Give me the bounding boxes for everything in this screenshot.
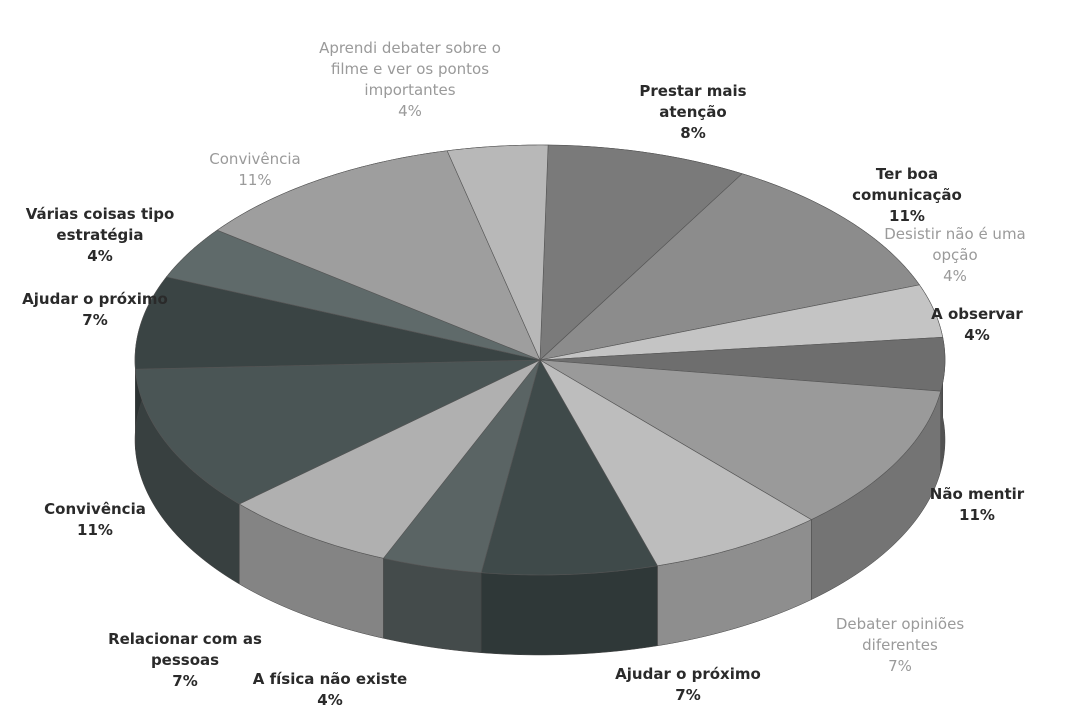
percent-label: 4% (87, 246, 113, 265)
category-name: Ter boa comunicação (852, 164, 962, 204)
category-name: Relacionar com as pessoas (108, 629, 262, 669)
percent-label: 7% (172, 671, 198, 690)
percent-label: 4% (943, 266, 967, 285)
pie-slice (216, 150, 541, 361)
category-name: Várias coisas tipo estratégia (25, 204, 175, 244)
category-name: A física não existe (252, 670, 408, 688)
percent-label: 11% (889, 206, 925, 225)
percent-label: 11% (77, 521, 113, 539)
slice-label: Desistir não é uma opção 4% (860, 224, 1050, 287)
category-name: Prestar mais atenção (639, 81, 747, 121)
slice-label: A física não existe 4% (235, 669, 425, 711)
slice-side (383, 557, 482, 653)
pie-slice (539, 359, 812, 567)
category-name: Não mentir (929, 485, 1025, 503)
pie-slice (539, 173, 920, 361)
percent-label: 4% (398, 102, 422, 120)
category-name: Ajudar o próximo (615, 665, 761, 683)
slice-label: Ajudar o próximo 7% (0, 289, 190, 331)
percent-label: 8% (680, 123, 706, 142)
category-name: Desistir não é uma opção (884, 224, 1026, 264)
pie-slice (539, 284, 944, 361)
pie-slice (135, 359, 541, 505)
slice-side (480, 565, 658, 656)
percent-label: 4% (317, 691, 343, 709)
slice-label: Debater opiniões diferentes 7% (805, 614, 995, 677)
slice-label: Prestar mais atenção 8% (618, 81, 768, 144)
percent-label: 7% (82, 311, 108, 329)
pie-slice (134, 276, 541, 370)
category-name: Ajudar o próximo (22, 290, 168, 308)
percent-label: 4% (964, 326, 990, 344)
slice-label: Relacionar com as pessoas 7% (85, 629, 285, 692)
pie-slice (382, 359, 541, 574)
percent-label: 7% (675, 686, 701, 704)
slice-label: Convivência 11% (0, 499, 190, 541)
percent-label: 11% (959, 506, 995, 524)
pie-slice (539, 144, 743, 361)
category-name: Convivência (209, 150, 301, 168)
percent-label: 11% (238, 171, 272, 189)
slice-label: Ter boa comunicação 11% (842, 164, 972, 227)
pie-slice (165, 229, 541, 361)
category-name: Debater opiniões diferentes (835, 614, 965, 654)
slice-label: Ajudar o próximo 7% (593, 664, 783, 706)
pie-slice (446, 144, 549, 361)
slice-label: Várias coisas tipo estratégia 4% (0, 204, 200, 267)
pie-slice (238, 359, 541, 559)
pie-slice (539, 359, 942, 520)
category-name: A observar (931, 305, 1023, 323)
slice-label: Aprendi debater sobre o filme e ver os p… (305, 38, 515, 122)
slice-label: Não mentir 11% (882, 484, 1072, 526)
category-name: Convivência (44, 500, 146, 518)
slice-label: A observar 4% (882, 304, 1072, 346)
pie-slice (539, 337, 946, 392)
percent-label: 7% (888, 656, 912, 675)
slice-label: Convivência 11% (160, 149, 350, 191)
category-name: Aprendi debater sobre o filme e ver os p… (319, 39, 501, 99)
